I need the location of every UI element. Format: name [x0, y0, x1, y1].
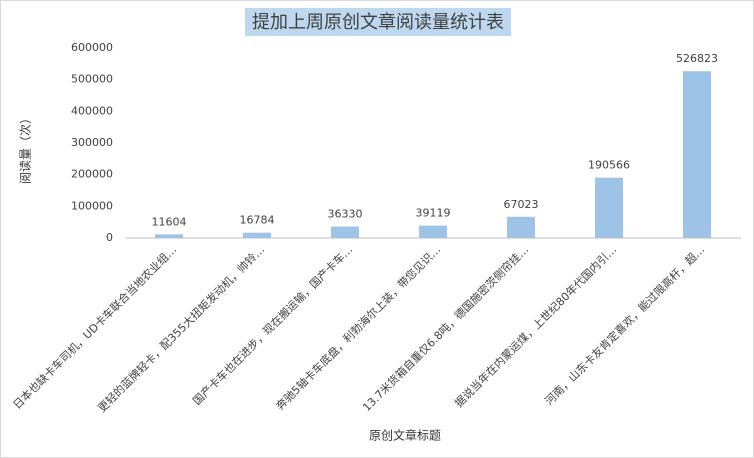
bar — [155, 234, 183, 238]
chart-title: 提加上周原创文章阅读量统计表 — [252, 12, 504, 33]
x-axis-label: 原创文章标题 — [369, 428, 441, 443]
data-label: 39119 — [416, 207, 451, 220]
data-label: 36330 — [328, 207, 363, 220]
bar — [507, 216, 535, 238]
data-label: 190566 — [588, 159, 630, 172]
y-tick-label: 0 — [106, 231, 113, 244]
bar — [331, 226, 359, 238]
bar — [683, 71, 711, 238]
data-label: 11604 — [152, 215, 187, 228]
bar — [595, 177, 623, 238]
data-label: 67023 — [504, 198, 539, 211]
y-tick-label: 500000 — [71, 73, 113, 86]
data-label: 16784 — [240, 214, 275, 227]
y-tick-label: 300000 — [71, 136, 113, 149]
y-tick-label: 600000 — [71, 41, 113, 54]
data-label: 526823 — [676, 52, 718, 65]
y-tick-label: 100000 — [71, 199, 113, 212]
bar — [419, 225, 447, 238]
y-axis-label: 阅读量（次） — [19, 112, 33, 184]
bar — [243, 232, 271, 238]
y-tick-label: 200000 — [71, 168, 113, 181]
title-box — [245, 8, 511, 36]
y-tick-label: 400000 — [71, 104, 113, 117]
